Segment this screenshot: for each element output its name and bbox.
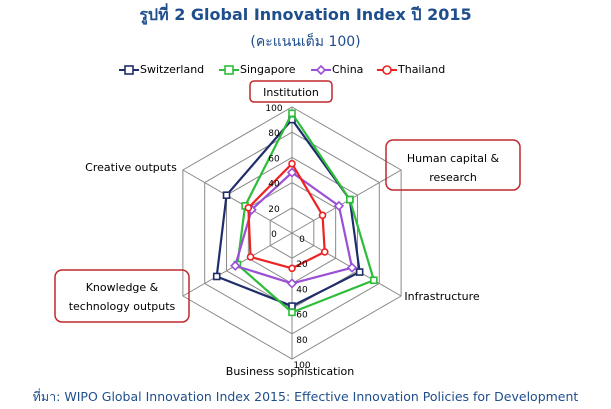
legend-item-singapore: Singapore — [218, 63, 296, 76]
point-singapore-institution — [288, 109, 296, 118]
tick-label-bottom-40: 40 — [296, 285, 308, 295]
tick-label-bottom-80: 80 — [296, 336, 308, 346]
point-thailand-knowledge-technology-outputs — [246, 253, 255, 261]
series-line-switzerland — [215, 118, 361, 308]
category-label-knowledge-line2: technology outputs — [69, 300, 176, 313]
category-label-human-capital-line1: Human capital & — [407, 152, 500, 165]
radar-series — [212, 109, 378, 317]
radar-grid — [182, 106, 402, 360]
legend-marker-singapore — [219, 65, 239, 75]
category-label-human-capital-line2: research — [429, 171, 477, 184]
tick-label-bottom-100: 100 — [293, 361, 310, 371]
point-switzerland-knowledge-technology-outputs — [212, 272, 221, 281]
category-label-creative-outputs: Creative outputs — [85, 161, 177, 174]
legend-label-switzerland: Switzerland — [140, 63, 205, 76]
point-china-human-capital-research — [333, 200, 345, 212]
category-label-institution: Institution — [263, 86, 319, 99]
legend-marker-switzerland — [119, 65, 139, 75]
tick-label-bottom-60: 60 — [296, 311, 308, 321]
point-singapore-business-sophistication — [288, 308, 296, 317]
legend-label-china: China — [332, 63, 364, 76]
point-thailand-creative-outputs — [244, 204, 253, 212]
legend-label-singapore: Singapore — [240, 63, 296, 76]
tick-label-bottom-20: 20 — [296, 260, 308, 270]
category-label-infrastructure: Infrastructure — [404, 290, 480, 303]
point-switzerland-business-sophistication — [288, 302, 296, 310]
point-thailand-infrastructure — [320, 248, 329, 256]
legend-marker-thailand — [377, 65, 397, 75]
legend-item-thailand: Thailand — [376, 63, 445, 76]
tick-label-top-0: 0 — [271, 230, 277, 240]
point-china-business-sophistication — [286, 278, 298, 289]
category-label-business-sophistication: Business sophistication — [226, 365, 354, 378]
chart-subtitle: (คะแนนเต็ม 100) — [250, 34, 361, 50]
spoke-infrastructure — [291, 232, 402, 297]
legend-label-thailand: Thailand — [398, 63, 446, 76]
point-singapore-human-capital-research — [346, 195, 354, 204]
point-china-knowledge-technology-outputs — [230, 260, 241, 271]
series-thailand — [244, 159, 329, 273]
tick-label-top-40: 40 — [268, 180, 280, 190]
tick-label-top-60: 60 — [268, 154, 280, 164]
point-singapore-infrastructure — [370, 276, 378, 285]
point-china-institution — [286, 167, 298, 178]
series-line-thailand — [247, 162, 326, 270]
radial-ticks: 0 0 20 20 40 40 60 60 80 80 100 100 — [265, 104, 310, 371]
tick-label-top-20: 20 — [268, 205, 280, 215]
category-label-knowledge-line1: Knowledge & — [86, 281, 159, 294]
legend-marker-china — [311, 64, 331, 76]
tick-label-bottom-0: 0 — [299, 235, 305, 245]
legend-item-switzerland: Switzerland — [118, 63, 204, 76]
chart-title: รูปที่ 2 Global Innovation Index ปี 2015 — [139, 5, 472, 24]
institution-highlight-box — [249, 80, 333, 103]
tick-label-top-100: 100 — [265, 104, 282, 114]
point-thailand-business-sophistication — [288, 264, 296, 273]
point-thailand-institution — [288, 159, 296, 168]
spoke-creative-outputs — [182, 169, 293, 234]
point-switzerland-creative-outputs — [222, 191, 231, 199]
point-china-infrastructure — [346, 262, 358, 273]
point-switzerland-infrastructure — [355, 268, 364, 276]
tick-label-top-80: 80 — [268, 129, 280, 139]
point-thailand-human-capital-research — [318, 211, 327, 220]
legend-item-china: China — [310, 63, 363, 76]
legend: Switzerland Singapore China Thailand — [118, 63, 458, 81]
knowledge-highlight-box — [54, 269, 190, 323]
human-capital-highlight-box — [385, 139, 521, 191]
source-note: ที่มา: WIPO Global Innovation Index 2015… — [32, 389, 579, 404]
